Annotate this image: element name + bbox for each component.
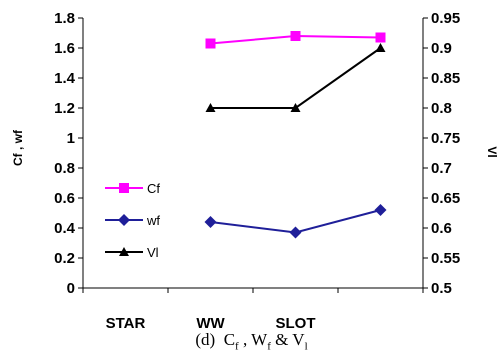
right-tick-label: 0.65: [431, 190, 460, 207]
diamond-marker: [118, 214, 130, 226]
left-tick-label: 1.6: [54, 40, 75, 57]
left-ticks: 0 0.2 0.4 0.6 0.8 1 1.2 1.4 1.6 1.8: [54, 10, 83, 297]
left-tick-label: 0.6: [54, 190, 75, 207]
x-tick-label: WW: [196, 315, 225, 332]
right-axis-title: Vl: [485, 146, 499, 157]
plot-frame: [82, 18, 424, 289]
right-tick-label: 0.7: [431, 160, 452, 177]
right-tick-label: 0.55: [431, 250, 460, 267]
square-marker: [290, 31, 301, 41]
legend-label: Cf: [147, 181, 160, 196]
triangle-marker: [119, 247, 129, 256]
right-ticks: 0.5 0.55 0.6 0.65 0.7 0.75 0.8 0.85 0.9 0.95: [423, 10, 460, 297]
diamond-marker: [289, 226, 302, 239]
caption-sub: l: [304, 340, 308, 353]
right-tick-label: 0.8: [431, 100, 452, 117]
right-tick-label: 0.95: [431, 10, 460, 27]
x-tick-label: STAR: [106, 315, 146, 332]
left-tick-label: 1.8: [54, 10, 75, 27]
left-tick-label: 0.2: [54, 250, 75, 267]
x-tick-label: SLOT: [276, 315, 316, 332]
legend-label: wf: [146, 213, 160, 228]
left-tick-label: 1.4: [54, 70, 76, 87]
caption-sub: f: [235, 340, 239, 353]
triangle-marker: [205, 103, 216, 112]
triangle-marker: [375, 43, 386, 52]
caption-prefix: (d): [195, 330, 216, 349]
diamond-marker: [374, 204, 387, 216]
left-tick-label: 0: [67, 280, 75, 297]
left-tick-label: 1: [67, 130, 75, 147]
chart-caption: (d) Cf , Wf & Vl: [0, 330, 503, 352]
caption-part: C: [223, 330, 236, 349]
series-lines: [204, 31, 387, 239]
left-tick-label: 0.8: [54, 160, 75, 177]
legend: Cf wf Vl: [105, 181, 160, 260]
caption-part: , W: [238, 330, 268, 349]
right-tick-label: 0.75: [431, 130, 460, 147]
right-tick-label: 0.85: [431, 70, 460, 87]
left-tick-label: 0.4: [54, 220, 76, 237]
diamond-marker: [204, 216, 217, 228]
caption-sub: f: [267, 340, 271, 353]
left-axis-title: Cf , wf: [11, 129, 25, 166]
caption-part: & V: [270, 330, 305, 349]
square-marker: [375, 32, 386, 43]
x-ticks: STAR WW SLOT: [82, 288, 424, 332]
right-tick-label: 0.9: [431, 40, 452, 57]
right-tick-label: 0.5: [431, 280, 452, 297]
right-tick-label: 0.6: [431, 220, 452, 237]
legend-label: Vl: [147, 245, 159, 260]
triangle-marker: [290, 103, 301, 112]
series-line-vl: [210, 47, 382, 109]
square-marker: [119, 183, 129, 193]
square-marker: [205, 38, 216, 49]
left-tick-label: 1.2: [54, 100, 75, 117]
